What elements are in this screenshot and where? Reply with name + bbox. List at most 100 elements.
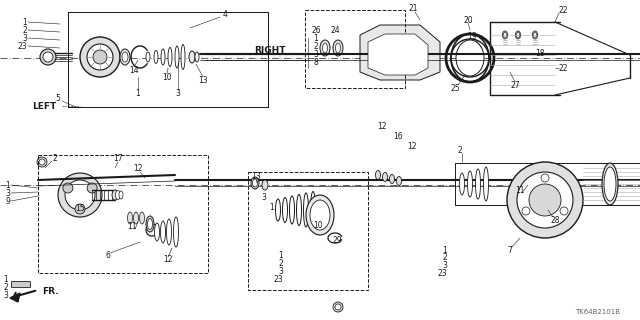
- Ellipse shape: [335, 43, 340, 53]
- Text: LEFT: LEFT: [32, 101, 56, 110]
- Text: 20: 20: [463, 15, 473, 25]
- Ellipse shape: [168, 47, 172, 67]
- Ellipse shape: [602, 163, 618, 205]
- Circle shape: [529, 184, 561, 216]
- Ellipse shape: [161, 221, 166, 243]
- Ellipse shape: [333, 40, 343, 56]
- Ellipse shape: [127, 212, 132, 224]
- Text: 12: 12: [163, 255, 173, 265]
- Text: 1: 1: [313, 34, 317, 43]
- Text: 3: 3: [278, 267, 283, 276]
- Ellipse shape: [120, 49, 130, 65]
- Text: 25: 25: [450, 84, 460, 92]
- Ellipse shape: [303, 193, 308, 227]
- Text: 23: 23: [437, 269, 447, 278]
- Circle shape: [75, 204, 85, 214]
- Text: 1: 1: [22, 18, 27, 27]
- Text: TK64B2101B: TK64B2101B: [575, 309, 620, 315]
- Ellipse shape: [122, 52, 128, 62]
- Text: 3: 3: [262, 193, 266, 202]
- Circle shape: [39, 159, 45, 165]
- Circle shape: [333, 302, 343, 312]
- Ellipse shape: [181, 44, 185, 69]
- Text: 8: 8: [313, 58, 317, 67]
- Bar: [38, 155, 208, 273]
- Text: 10: 10: [313, 220, 323, 229]
- Text: 13: 13: [198, 76, 208, 84]
- Polygon shape: [10, 293, 20, 302]
- Circle shape: [93, 50, 107, 64]
- Text: 14: 14: [129, 66, 139, 75]
- Text: 24: 24: [330, 26, 340, 35]
- Text: 5: 5: [56, 93, 60, 102]
- Ellipse shape: [515, 31, 520, 39]
- Circle shape: [37, 157, 47, 167]
- Ellipse shape: [154, 51, 158, 63]
- Text: 23: 23: [273, 275, 283, 284]
- Circle shape: [87, 183, 97, 193]
- Ellipse shape: [310, 191, 316, 228]
- Bar: [248, 172, 368, 290]
- Ellipse shape: [467, 171, 472, 197]
- Circle shape: [65, 180, 95, 210]
- Text: 1: 1: [3, 276, 8, 284]
- Text: 11: 11: [515, 186, 525, 195]
- Ellipse shape: [262, 180, 268, 190]
- Text: 17: 17: [113, 154, 123, 163]
- Ellipse shape: [532, 31, 538, 39]
- Ellipse shape: [460, 173, 465, 195]
- Ellipse shape: [112, 190, 118, 200]
- Text: 3: 3: [3, 292, 8, 300]
- Text: 26: 26: [312, 26, 322, 35]
- Bar: [68, 12, 268, 107]
- FancyBboxPatch shape: [12, 282, 31, 287]
- Ellipse shape: [173, 217, 179, 247]
- Ellipse shape: [146, 216, 154, 232]
- Text: 1: 1: [278, 251, 283, 260]
- Polygon shape: [368, 34, 428, 75]
- Text: 16: 16: [393, 132, 403, 140]
- Text: 11: 11: [127, 221, 137, 230]
- Circle shape: [43, 52, 53, 62]
- Circle shape: [40, 49, 56, 65]
- Ellipse shape: [390, 174, 394, 183]
- Ellipse shape: [189, 51, 195, 63]
- Text: 9: 9: [5, 196, 10, 205]
- Ellipse shape: [310, 200, 330, 230]
- Text: 7: 7: [508, 245, 513, 254]
- Circle shape: [522, 207, 530, 215]
- Ellipse shape: [134, 212, 138, 224]
- Circle shape: [87, 44, 113, 70]
- Circle shape: [560, 207, 568, 215]
- Text: 15: 15: [75, 204, 85, 212]
- Text: 3: 3: [442, 261, 447, 270]
- Text: 29: 29: [332, 236, 342, 244]
- Text: 12: 12: [133, 164, 143, 172]
- Text: 12: 12: [407, 141, 417, 150]
- Circle shape: [80, 37, 120, 77]
- Ellipse shape: [476, 169, 481, 199]
- Ellipse shape: [323, 43, 328, 53]
- Text: 3: 3: [313, 50, 318, 59]
- Ellipse shape: [140, 212, 145, 224]
- Text: 3: 3: [175, 89, 180, 98]
- Circle shape: [517, 172, 573, 228]
- Text: 21: 21: [408, 4, 418, 12]
- Text: 19: 19: [467, 31, 477, 41]
- Circle shape: [63, 183, 73, 193]
- Text: 2: 2: [442, 253, 447, 262]
- Ellipse shape: [161, 49, 165, 65]
- Ellipse shape: [483, 167, 488, 201]
- Circle shape: [541, 174, 549, 182]
- Text: 23: 23: [17, 42, 27, 51]
- Ellipse shape: [320, 40, 330, 56]
- Text: 2: 2: [3, 284, 8, 292]
- Text: 2: 2: [313, 42, 317, 51]
- Text: 12: 12: [377, 122, 387, 131]
- Text: 28: 28: [550, 215, 560, 225]
- Text: 18: 18: [535, 49, 545, 58]
- Text: 22: 22: [558, 63, 568, 73]
- Ellipse shape: [154, 223, 159, 241]
- Ellipse shape: [119, 191, 123, 199]
- Ellipse shape: [604, 167, 616, 201]
